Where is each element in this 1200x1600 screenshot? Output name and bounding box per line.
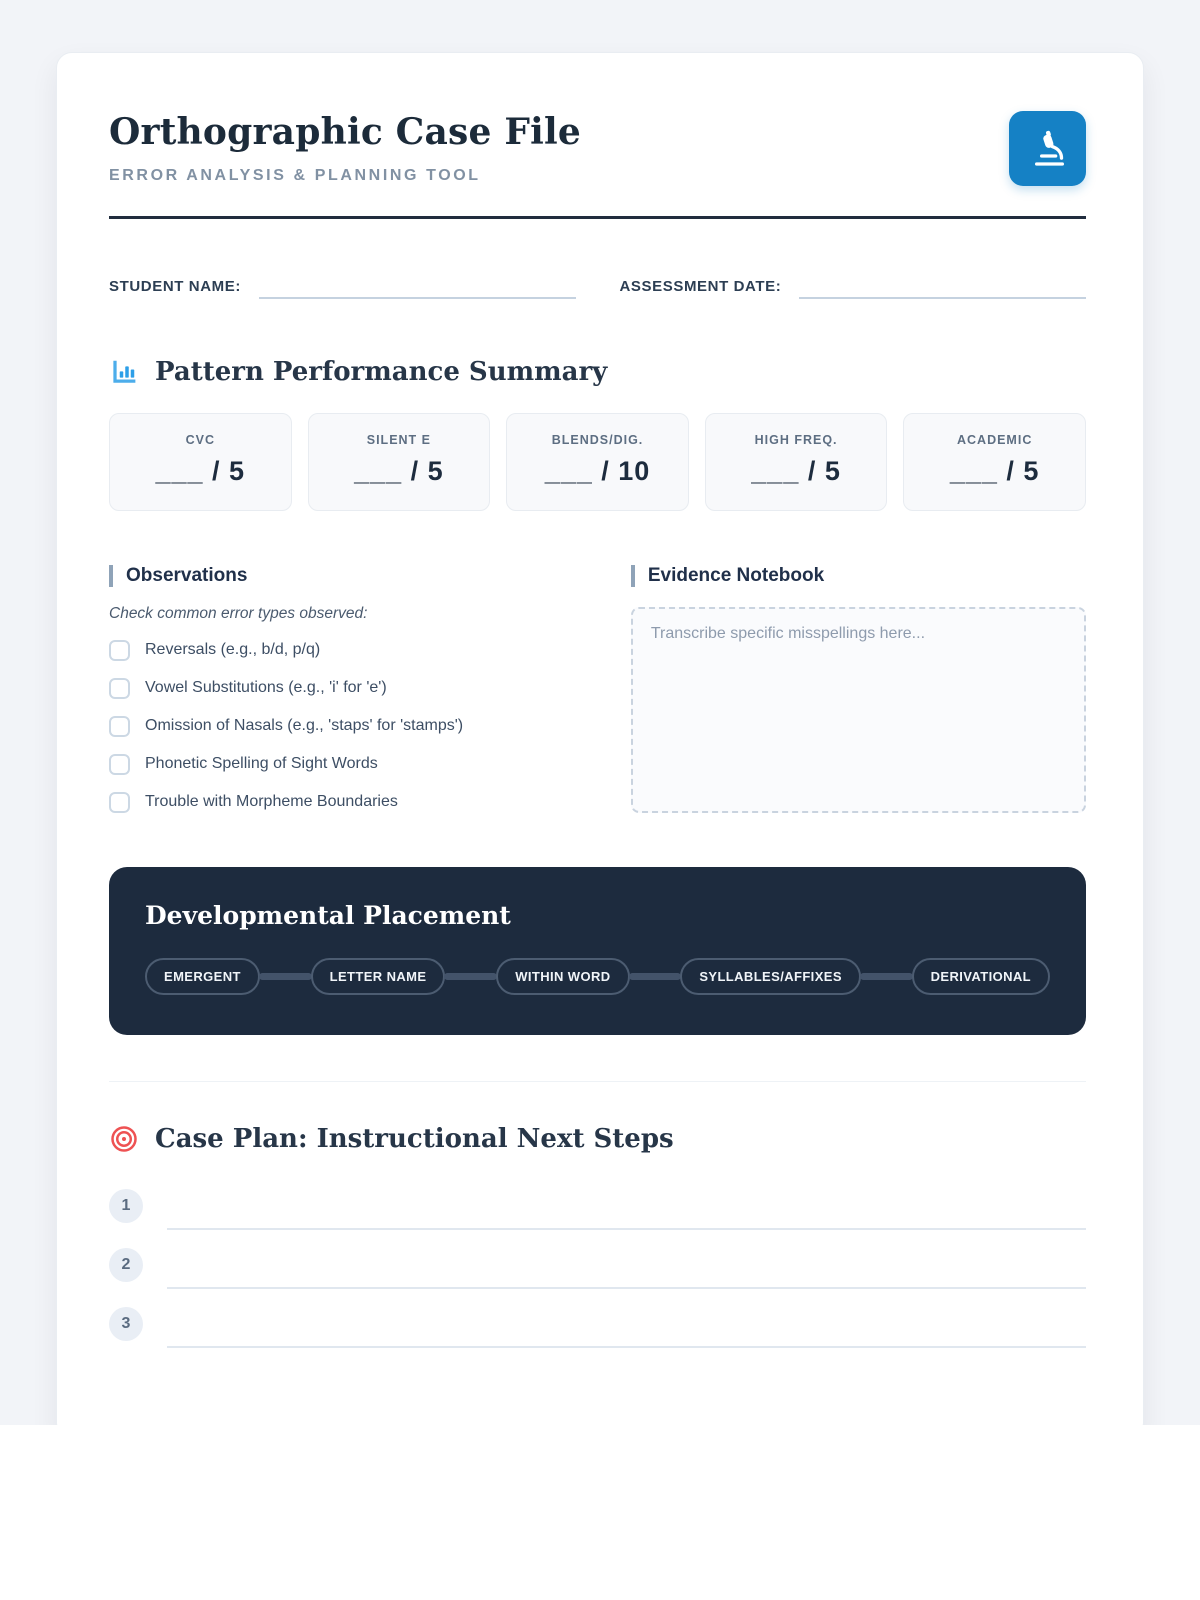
checkbox[interactable] <box>109 791 130 813</box>
stage-pill-syllables-affixes[interactable]: SYLLABLES/AFFIXES <box>680 958 861 995</box>
evidence-notebook-textarea[interactable] <box>630 607 1086 813</box>
score-card-high-freq: HIGH FREQ. ___ / 5 <box>704 413 888 511</box>
section-divider <box>109 1081 1086 1082</box>
assessment-date-label: ASSESSMENT DATE: <box>619 278 782 295</box>
page-subtitle: ERROR ANALYSIS & PLANNING TOOL <box>109 167 481 184</box>
score-card-row: CVC ___ / 5 SILENT E ___ / 5 BLENDS/DIG.… <box>109 413 1086 511</box>
placement-stepper: EMERGENT LETTER NAME WITHIN WORD SYLLABL… <box>145 958 1051 995</box>
checklist-item-label: Phonetic Spelling of Sight Words <box>145 755 378 772</box>
checkbox[interactable] <box>109 639 130 661</box>
step-2-input[interactable] <box>167 1249 1086 1289</box>
score-card-label: HIGH FREQ. <box>754 433 838 447</box>
observations-column: Observations Check common error types ob… <box>109 565 583 821</box>
stage-pill-derivational[interactable]: DERIVATIONAL <box>911 958 1051 995</box>
stage-connector <box>628 973 682 980</box>
score-blank[interactable]: ___ / 10 <box>544 456 651 486</box>
stage-connector <box>258 973 312 980</box>
page-title: Orthographic Case File <box>109 111 581 153</box>
score-card-label: ACADEMIC <box>956 433 1033 447</box>
score-blank[interactable]: ___ / 5 <box>354 456 444 486</box>
header: Orthographic Case File ERROR ANALYSIS & … <box>109 111 1086 186</box>
step-number-badge: 1 <box>109 1189 143 1223</box>
developmental-placement-card: Developmental Placement EMERGENT LETTER … <box>109 867 1086 1035</box>
stage-connector <box>859 973 913 980</box>
placement-heading: Developmental Placement <box>145 901 511 930</box>
microscope-badge-button <box>1009 111 1086 186</box>
bar-chart-icon <box>109 357 139 387</box>
checkbox[interactable] <box>109 753 130 775</box>
header-divider <box>109 216 1086 219</box>
assessment-date-field-group: ASSESSMENT DATE: <box>619 273 1086 299</box>
checklist-item-label: Vowel Substitutions (e.g., 'i' for 'e') <box>145 679 387 696</box>
student-name-label: STUDENT NAME: <box>109 278 241 295</box>
checkbox[interactable] <box>109 677 130 699</box>
stage-pill-within-word[interactable]: WITHIN WORD <box>496 958 630 995</box>
student-name-input[interactable] <box>258 273 576 299</box>
stage-pill-letter-name[interactable]: LETTER NAME <box>310 958 446 995</box>
case-plan-heading: Case Plan: Instructional Next Steps <box>155 1124 674 1154</box>
checklist-item-vowel-substitutions[interactable]: Vowel Substitutions (e.g., 'i' for 'e') <box>109 669 583 707</box>
checklist-item-omission-of-nasals[interactable]: Omission of Nasals (e.g., 'staps' for 's… <box>109 707 583 745</box>
case-plan-section-header: Case Plan: Instructional Next Steps <box>109 1124 1086 1154</box>
evidence-column: Evidence Notebook <box>630 565 1086 821</box>
error-type-checklist: Reversals (e.g., b/d, p/q) Vowel Substit… <box>109 631 583 821</box>
case-plan-step-1: 1 <box>109 1182 1086 1230</box>
score-card-academic: ACADEMIC ___ / 5 <box>903 413 1086 511</box>
case-plan-step-3: 3 <box>109 1300 1086 1348</box>
score-card-label: BLENDS/DIG. <box>551 433 644 447</box>
performance-heading: Pattern Performance Summary <box>155 357 608 387</box>
score-card-silent-e: SILENT E ___ / 5 <box>307 413 491 511</box>
assessment-date-input[interactable] <box>799 273 1086 299</box>
checklist-item-label: Trouble with Morpheme Boundaries <box>145 793 398 810</box>
microscope-icon <box>1028 129 1068 169</box>
checklist-item-label: Reversals (e.g., b/d, p/q) <box>145 641 321 658</box>
step-number-badge: 3 <box>109 1307 143 1341</box>
score-card-blends-digraphs: BLENDS/DIG. ___ / 10 <box>506 413 689 511</box>
score-card-label: SILENT E <box>366 433 432 447</box>
score-card-cvc: CVC ___ / 5 <box>109 413 292 511</box>
student-name-field-group: STUDENT NAME: <box>109 273 576 299</box>
checklist-item-phonetic-spelling[interactable]: Phonetic Spelling of Sight Words <box>109 745 583 783</box>
step-1-input[interactable] <box>167 1190 1086 1230</box>
case-plan-steps: 1 2 3 <box>109 1182 1086 1348</box>
evidence-heading: Evidence Notebook <box>630 565 1086 587</box>
step-number-badge: 2 <box>109 1248 143 1282</box>
case-file-card: Orthographic Case File ERROR ANALYSIS & … <box>56 52 1144 1425</box>
score-blank[interactable]: ___ / 5 <box>155 456 246 486</box>
stage-pill-emergent[interactable]: EMERGENT <box>145 958 260 995</box>
step-3-input[interactable] <box>167 1308 1086 1348</box>
observations-hint: Check common error types observed: <box>109 605 368 622</box>
student-info-row: STUDENT NAME: ASSESSMENT DATE: <box>109 273 1086 299</box>
checklist-item-morpheme-boundaries[interactable]: Trouble with Morpheme Boundaries <box>109 783 583 821</box>
checkbox[interactable] <box>109 715 130 737</box>
page-background: Orthographic Case File ERROR ANALYSIS & … <box>0 0 1200 1425</box>
observations-heading: Observations <box>109 565 583 587</box>
observations-evidence-row: Observations Check common error types ob… <box>109 565 1086 821</box>
performance-section-header: Pattern Performance Summary <box>109 357 1086 387</box>
checklist-item-label: Omission of Nasals (e.g., 'staps' for 's… <box>145 717 464 734</box>
header-titles: Orthographic Case File ERROR ANALYSIS & … <box>109 111 581 185</box>
checklist-item-reversals[interactable]: Reversals (e.g., b/d, p/q) <box>109 631 583 669</box>
target-icon <box>109 1124 139 1154</box>
stage-connector <box>444 973 498 980</box>
case-plan-step-2: 2 <box>109 1241 1086 1289</box>
score-blank[interactable]: ___ / 5 <box>751 456 841 486</box>
score-card-label: CVC <box>185 433 215 447</box>
score-blank[interactable]: ___ / 5 <box>949 456 1040 486</box>
